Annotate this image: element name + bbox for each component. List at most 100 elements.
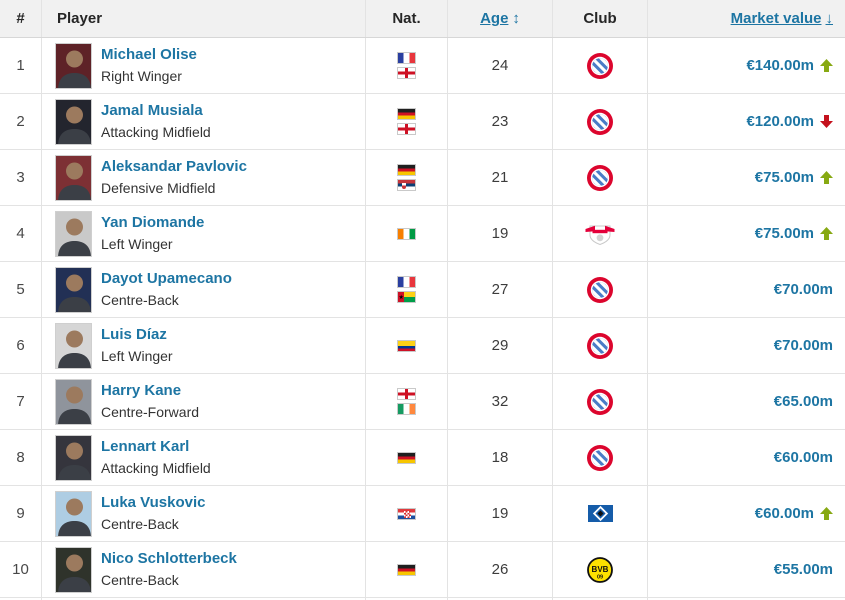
trend-up-icon [820,59,833,72]
player-position: Centre-Back [101,516,179,533]
player-photo[interactable] [55,98,92,145]
player-photo[interactable] [55,154,92,201]
player-position: Attacking Midfield [101,124,211,141]
player-name-link[interactable]: Aleksandar Pavlovic [101,158,247,176]
table-row: 6 Luis Díaz Left Winger 29 €70.00m [0,318,845,374]
rank-cell: 9 [0,486,42,541]
market-value-link[interactable]: €70.00m [773,337,833,354]
club-logo-bayern-icon[interactable] [587,109,613,135]
market-value-link[interactable]: €75.00m [754,169,814,186]
club-cell [553,542,648,597]
player-name-link[interactable]: Michael Olise [101,46,197,64]
player-cell: Jamal Musiala Attacking Midfield [42,94,366,149]
player-cell: Yan Diomande Left Winger [42,206,366,261]
table-row: 8 Lennart Karl Attacking Midfield 18 €60… [0,430,845,486]
player-name-link[interactable]: Luis Díaz [101,326,167,344]
flag-cote-divoire-icon [397,227,416,240]
player-name-link[interactable]: Harry Kane [101,382,182,400]
club-logo-rb-leipzig-icon[interactable] [585,221,615,247]
player-name-link[interactable]: Yan Diomande [101,214,205,232]
table-row: 7 Harry Kane Centre-Forward 32 €65.00m [0,374,845,430]
age-cell: 19 [448,206,553,261]
club-logo-bayern-icon[interactable] [587,53,613,79]
player-photo[interactable] [55,266,92,313]
player-position: Centre-Forward [101,404,200,421]
player-cell: Michael Olise Right Winger [42,38,366,93]
header-age-sort[interactable]: Age ↕ [448,0,553,37]
player-position: Left Winger [101,236,173,253]
nationality-cell [366,486,448,541]
player-name-link[interactable]: Luka Vuskovic [101,494,206,512]
player-photo[interactable] [55,434,92,481]
market-value-link[interactable]: €60.00m [773,449,833,466]
flag-guinea-bissau-icon [397,291,416,303]
player-photo[interactable] [55,42,92,89]
age-cell: 29 [448,318,553,373]
player-name-link[interactable]: Nico Schlotterbeck [101,550,237,568]
header-market-value-sort[interactable]: Market value ↓ [648,0,845,37]
flag-france-icon [397,52,416,64]
market-value-link[interactable]: €120.00m [746,113,814,130]
market-value-link[interactable]: €70.00m [773,281,833,298]
nationality-cell [366,150,448,205]
player-name-link[interactable]: Dayot Upamecano [101,270,232,288]
age-cell: 18 [448,430,553,485]
trend-up-icon [820,227,833,240]
market-value-link[interactable]: €55.00m [773,561,833,578]
market-value-cell: €120.00m [648,94,845,149]
market-value-link[interactable]: €60.00m [754,505,814,522]
club-cell [553,150,648,205]
table-row: 1 Michael Olise Right Winger 24 €140.00m [0,38,845,94]
rank-cell: 7 [0,374,42,429]
nationality-cell [366,38,448,93]
market-value-cell: €55.00m [648,542,845,597]
flag-germany-icon [397,108,416,120]
player-cell: Aleksandar Pavlovic Defensive Midfield [42,150,366,205]
table-row: 4 Yan Diomande Left Winger 19 €75.00m [0,206,845,262]
player-name-link[interactable]: Lennart Karl [101,438,190,456]
market-value-link[interactable]: €75.00m [754,225,814,242]
club-cell [553,374,648,429]
player-photo[interactable] [55,490,92,537]
club-logo-bayern-icon[interactable] [587,389,613,415]
market-value-cell: €140.00m [648,38,845,93]
market-value-cell: €75.00m [648,150,845,205]
player-cell: Harry Kane Centre-Forward [42,374,366,429]
nationality-cell [366,318,448,373]
flag-germany-icon [397,563,416,576]
market-value-cell: €70.00m [648,318,845,373]
player-photo[interactable] [55,322,92,369]
player-photo[interactable] [55,210,92,257]
player-cell [42,598,366,600]
age-cell: 32 [448,374,553,429]
club-logo-bayern-icon[interactable] [587,165,613,191]
nationality-cell [366,206,448,261]
club-cell [553,94,648,149]
club-logo-hamburger-sv-icon[interactable] [587,505,613,522]
club-cell [553,318,648,373]
header-age-link[interactable]: Age [480,10,509,27]
age-cell: 26 [448,542,553,597]
table-row-partial [0,598,845,600]
nationality-cell [366,542,448,597]
player-photo[interactable] [55,378,92,425]
flag-germany-icon [397,164,416,176]
trend-down-icon [820,115,833,128]
player-cell: Luis Díaz Left Winger [42,318,366,373]
player-photo[interactable] [55,546,92,593]
rank-cell: 4 [0,206,42,261]
nationality-cell [366,94,448,149]
club-cell [553,38,648,93]
player-name-link[interactable]: Jamal Musiala [101,102,203,120]
flag-germany-icon [397,451,416,464]
table-header-row: # Player Nat. Age ↕ Club Market value ↓ [0,0,845,38]
flag-england-icon [397,67,416,79]
market-value-link[interactable]: €140.00m [746,57,814,74]
market-value-link[interactable]: €65.00m [773,393,833,410]
rank-cell: 10 [0,542,42,597]
club-logo-bayern-icon[interactable] [587,277,613,303]
club-logo-borussia-dortmund-icon[interactable] [587,556,613,583]
club-logo-bayern-icon[interactable] [587,333,613,359]
header-market-value-link[interactable]: Market value [730,10,822,27]
club-logo-bayern-icon[interactable] [587,445,613,471]
